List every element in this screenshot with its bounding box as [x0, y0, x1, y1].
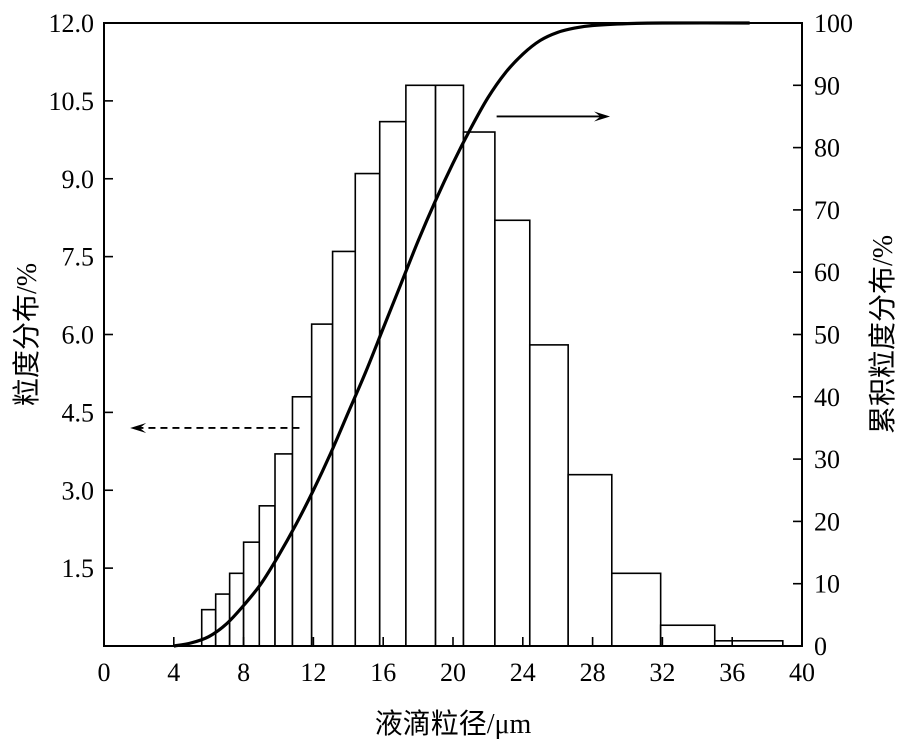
histogram-bar-16: [567, 473, 613, 647]
left-y-tick-label-5: 9.0: [62, 165, 95, 194]
left-y-tick-label-6: 10.5: [49, 87, 95, 116]
histogram-bar-13: [462, 131, 496, 647]
histogram-bar-9: [354, 172, 381, 647]
x-tick-label-8: 32: [649, 658, 675, 687]
histogram-bar-10: [378, 120, 407, 647]
histogram-bars: [200, 84, 784, 647]
left-y-tick-label-7: 12.0: [49, 9, 95, 38]
right-y-axis-label: 累积粒度分布/%: [867, 235, 899, 434]
right-y-tick-label-3: 30: [814, 445, 840, 474]
x-axis-label: 液滴粒径/μm: [375, 708, 532, 740]
histogram-bar-6: [291, 395, 313, 647]
x-tick-label-1: 4: [167, 658, 180, 687]
x-tick-label-7: 28: [580, 658, 606, 687]
left-y-axis-label: 粒度分布/%: [11, 263, 43, 406]
left-y-tick-label-1: 3.0: [62, 476, 95, 505]
left-y-tick-label-2: 4.5: [62, 398, 95, 427]
x-tick-label-4: 16: [370, 658, 396, 687]
left-y-tick-label-0: 1.5: [62, 554, 95, 583]
histogram-bar-1: [214, 593, 231, 647]
x-tick-label-2: 8: [237, 658, 250, 687]
x-tick-label-0: 0: [98, 658, 111, 687]
x-tick-label-9: 36: [719, 658, 745, 687]
histogram-bar-11: [405, 84, 437, 647]
right-y-axis-ticks: 0 10 20 30 40 50 60 70 80 90 100: [793, 9, 853, 661]
arrow-head-right: [594, 111, 611, 122]
x-tick-label-5: 20: [440, 658, 466, 687]
left-y-tick-label-4: 7.5: [62, 243, 95, 272]
right-y-tick-label-7: 70: [814, 196, 840, 225]
right-y-tick-label-2: 20: [814, 507, 840, 536]
right-y-tick-label-5: 50: [814, 321, 840, 350]
histogram-bar-5: [274, 453, 294, 647]
right-y-tick-label-9: 90: [814, 71, 840, 100]
x-axis-ticks: 0 4 8 12 16 20 24 28 32 36 40: [98, 637, 815, 687]
right-y-tick-label-4: 40: [814, 383, 840, 412]
x-tick-label-6: 24: [510, 658, 536, 687]
arrow-head-left: [130, 422, 147, 433]
x-tick-label-3: 12: [300, 658, 326, 687]
histogram-bar-12: [434, 84, 465, 647]
right-y-tick-label-0: 0: [814, 632, 827, 661]
left-y-tick-label-3: 6.0: [62, 321, 95, 350]
histogram-bar-14: [494, 219, 531, 647]
histogram-bar-15: [528, 344, 569, 647]
right-y-tick-label-1: 10: [814, 570, 840, 599]
right-y-tick-label-10: 100: [814, 9, 853, 38]
cumulative-distribution-curve: [173, 21, 750, 648]
x-tick-label-10: 40: [789, 658, 815, 687]
left-y-axis-ticks: 1.5 3.0 4.5 6.0 7.5 9.0 10.5 12.0: [49, 9, 113, 583]
right-y-tick-label-6: 60: [814, 258, 840, 287]
histogram-bar-8: [331, 250, 357, 647]
axis-indicator-arrows: [130, 111, 611, 433]
histogram-bar-18: [659, 624, 716, 647]
histogram-bar-17: [610, 572, 662, 647]
right-y-tick-label-8: 80: [814, 134, 840, 163]
